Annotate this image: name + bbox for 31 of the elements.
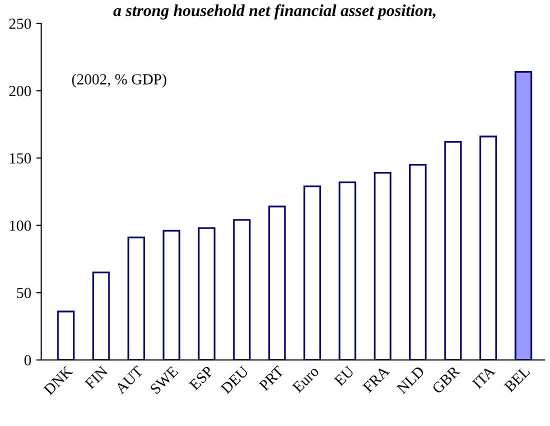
bar — [268, 206, 286, 360]
y-tick-label: 50 — [17, 288, 31, 298]
annotation: (2002, % GDP) — [72, 74, 166, 88]
bar — [162, 230, 180, 360]
bar — [128, 236, 146, 360]
x-tick-label: PRT — [258, 365, 284, 392]
bar — [444, 141, 462, 360]
y-tick-label: 150 — [10, 153, 31, 164]
bar — [479, 136, 497, 360]
x-tick-label: BEL — [504, 366, 530, 392]
x-tick-label: FIN — [84, 366, 108, 390]
x-tick-label: GBR — [432, 365, 461, 394]
bar — [409, 164, 427, 360]
y-tick-label: 200 — [9, 86, 31, 96]
x-tick-label: Euro — [292, 366, 320, 394]
x-tick-label: FRA — [362, 365, 390, 394]
y-tick-label: 250 — [9, 18, 31, 29]
y-tick-label: 0 — [24, 355, 31, 366]
bar — [338, 181, 356, 360]
bar — [514, 71, 532, 360]
y-tick-label: 100 — [10, 220, 31, 231]
bar — [57, 310, 75, 360]
bar — [374, 172, 392, 360]
bar — [198, 227, 216, 360]
chart-title: a strong household net financial asset position, — [113, 4, 436, 20]
bar — [233, 219, 251, 360]
bar — [303, 185, 321, 360]
x-tick-label: EU — [334, 365, 355, 387]
x-tick-label: ITA — [472, 365, 496, 390]
x-tick-label: ESP — [188, 366, 214, 391]
bar — [92, 272, 110, 360]
